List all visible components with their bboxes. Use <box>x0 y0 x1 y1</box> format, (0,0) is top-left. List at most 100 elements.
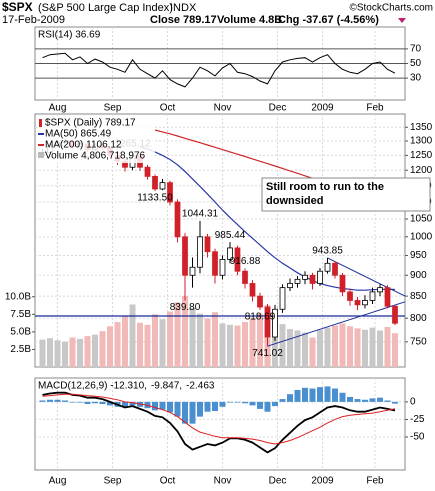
x-tick-label: Nov <box>214 103 232 114</box>
volume-bar <box>69 337 76 367</box>
histogram-bar <box>212 401 218 412</box>
x-tick-label: Aug <box>49 103 67 114</box>
histogram-bar <box>309 388 316 402</box>
legend-label: RSI(14) 36.69 <box>38 30 101 41</box>
volume-bar <box>354 328 361 367</box>
candle-body <box>212 251 218 276</box>
y-tick-label: -25 <box>410 414 425 425</box>
histogram-bar <box>227 401 233 403</box>
histogram-bar <box>234 401 241 403</box>
indicator-line <box>42 391 396 454</box>
x-tick-label: 2009 <box>311 476 334 487</box>
volume-bar <box>107 326 113 367</box>
candle-body <box>167 182 173 203</box>
candle-body <box>384 287 391 307</box>
indicator-line <box>42 393 396 445</box>
histogram-bar <box>122 401 128 408</box>
candle-body <box>242 270 248 284</box>
candle-body <box>174 201 181 238</box>
legend-candle <box>39 119 42 127</box>
legend-label: -9.847, <box>151 381 182 392</box>
volume-bar <box>212 312 218 367</box>
candle-body <box>249 283 256 297</box>
volume-bar <box>189 307 196 367</box>
legend-swatch <box>38 152 44 158</box>
x-tick-label: Aug <box>49 476 67 487</box>
note-text: downsided <box>266 195 323 207</box>
volume-bar <box>122 316 128 367</box>
volume-bar <box>324 327 331 367</box>
histogram-bar <box>54 399 61 402</box>
histogram-bar <box>77 401 83 403</box>
candle-body <box>227 247 233 260</box>
histogram-bar <box>39 400 46 402</box>
x-tick-label: Oct <box>160 476 176 487</box>
histogram-bar <box>129 401 136 406</box>
histogram-bar <box>264 401 271 412</box>
histogram-bar <box>197 401 203 417</box>
histogram-bar <box>99 401 106 404</box>
y2-tick-label: 2.5B <box>10 344 31 355</box>
note-text: Still room to run to the <box>266 181 384 193</box>
legend-label: MACD(12,26,9) -12.310, <box>38 381 147 392</box>
y-tick-label: 1000 <box>410 231 433 242</box>
volume-bar <box>54 340 61 367</box>
note-box <box>261 177 431 212</box>
histogram-bar <box>354 399 361 402</box>
x-tick-label: Sep <box>104 103 122 114</box>
ma-line <box>139 146 396 291</box>
index-name: (S&P 500 Large Cap Index) <box>38 2 173 14</box>
histogram-bar <box>257 401 263 409</box>
x-tick-label: Dec <box>269 476 287 487</box>
x-tick-label: Nov <box>214 476 232 487</box>
candle-body <box>377 287 383 293</box>
y-tick-label: 900 <box>410 270 427 281</box>
change: Chg -37.67 (-4.56%) <box>278 14 379 26</box>
histogram-bar <box>62 400 68 402</box>
candle-body <box>332 262 338 276</box>
volume-bar <box>167 311 173 367</box>
candle-body <box>294 278 301 284</box>
legend-label: Volume 4,806,718,976 <box>45 151 146 162</box>
price-annotation: 916.88 <box>230 256 261 267</box>
histogram-bar <box>219 401 226 407</box>
volume-bar <box>362 329 368 367</box>
volume-bar <box>332 325 338 367</box>
volume-bar <box>369 327 376 367</box>
y-tick-label: 750 <box>410 336 427 347</box>
volume-bar <box>227 324 233 367</box>
volume-bar <box>242 322 248 367</box>
legend-price: $SPX (Daily) 789.17 <box>45 118 136 129</box>
candle-body <box>324 262 331 272</box>
legend-label: -2.463 <box>186 381 215 392</box>
down-arrow <box>398 18 406 23</box>
y2-tick-label: 10.0B <box>5 291 31 302</box>
x-tick-label: Feb <box>366 103 384 114</box>
volume-bar <box>279 324 286 367</box>
candle-body <box>347 291 353 301</box>
volume-bar <box>347 326 353 367</box>
source: ©StockCharts.com <box>349 3 433 14</box>
volume-bar <box>392 333 398 367</box>
candle-body <box>182 236 188 276</box>
date: 17-Feb-2009 <box>2 14 65 26</box>
y-tick-label: 800 <box>410 313 427 324</box>
price-annotation: 741.02 <box>252 348 283 359</box>
volume-bar <box>339 323 346 367</box>
histogram-bar <box>302 387 308 402</box>
y-tick-label: 950 <box>410 250 427 261</box>
histogram-bar <box>189 401 196 424</box>
y2-tick-label: 5.0B <box>10 327 31 338</box>
volume-bar <box>77 338 83 367</box>
candle-body <box>317 270 323 284</box>
price-annotation: 943.85 <box>312 246 343 257</box>
volume-bar <box>309 337 316 367</box>
candle-body <box>197 236 203 268</box>
candle-body <box>152 175 158 190</box>
volume-bar <box>99 331 106 367</box>
candle-body <box>272 308 278 338</box>
volume-bar <box>144 324 151 367</box>
histogram-bar <box>69 401 76 403</box>
candle-body <box>257 295 263 308</box>
histogram-bar <box>249 401 256 406</box>
